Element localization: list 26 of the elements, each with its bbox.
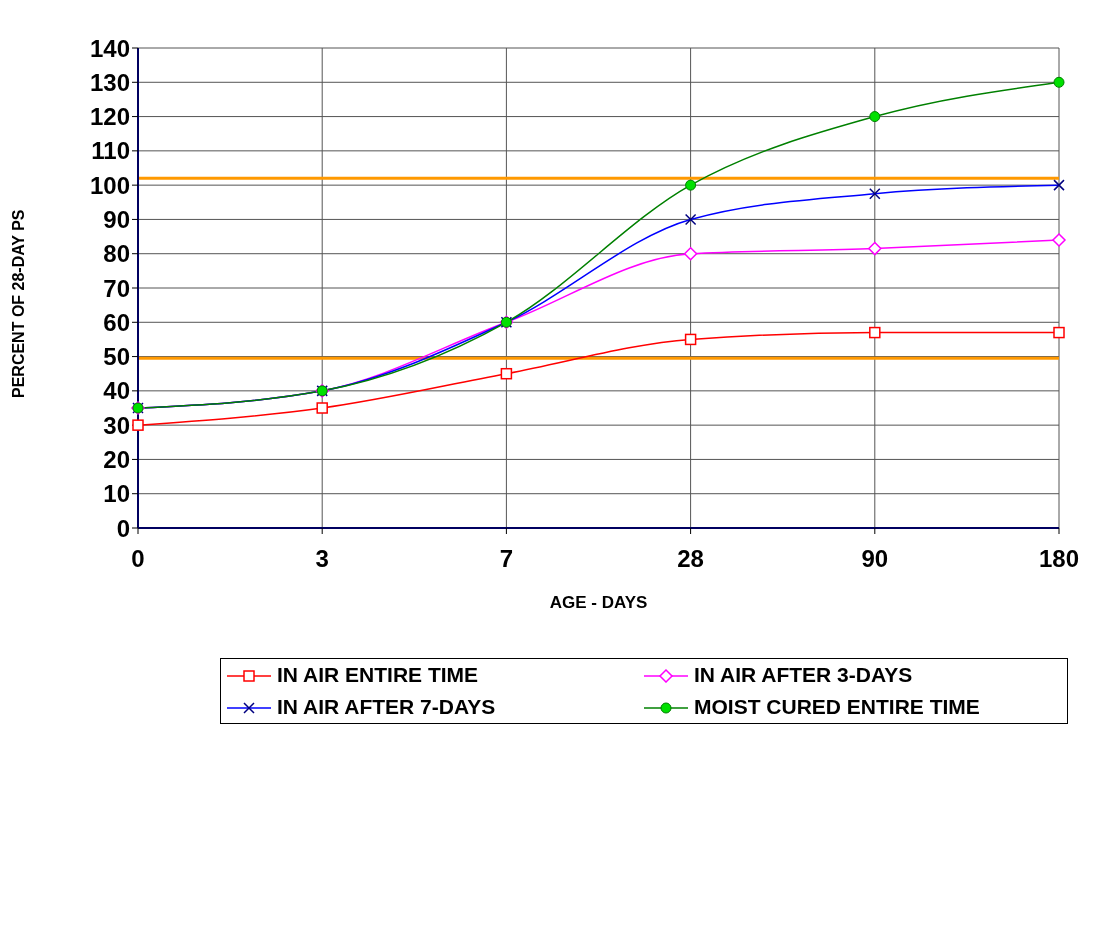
legend-label: IN AIR AFTER 3-DAYS bbox=[694, 663, 913, 686]
y-tick-label: 50 bbox=[103, 343, 130, 371]
y-axis-title: PERCENT OF 28-DAY PS bbox=[9, 209, 27, 398]
x-tick-label: 7 bbox=[499, 545, 514, 573]
y-tick-label: 30 bbox=[103, 411, 130, 439]
y-tick-label: 100 bbox=[89, 171, 130, 199]
y-tick-label: 130 bbox=[89, 68, 130, 96]
legend-label: IN AIR ENTIRE TIME bbox=[277, 663, 479, 686]
x-tick-label: 28 bbox=[677, 545, 704, 573]
y-tick-label: 70 bbox=[103, 274, 130, 302]
legend-label: MOIST CURED ENTIRE TIME bbox=[694, 695, 980, 718]
y-tick-label: 140 bbox=[89, 34, 130, 62]
y-tick-label: 90 bbox=[103, 205, 130, 233]
x-tick-label: 3 bbox=[315, 545, 329, 573]
y-tick-label: 20 bbox=[103, 445, 130, 473]
y-tick-label: 110 bbox=[91, 137, 130, 165]
y-tick-label: 120 bbox=[89, 103, 130, 131]
y-tick-label: 80 bbox=[103, 240, 130, 268]
x-tick-label: 180 bbox=[1038, 545, 1080, 573]
x-tick-label: 90 bbox=[861, 545, 889, 573]
x-axis-title: AGE - DAYS bbox=[549, 593, 648, 612]
y-tick-label: 60 bbox=[103, 308, 130, 336]
y-tick-label: 0 bbox=[116, 514, 130, 542]
y-tick-label: 10 bbox=[103, 480, 130, 508]
y-tick-label: 40 bbox=[103, 377, 130, 405]
legend-label: IN AIR AFTER 7-DAYS bbox=[277, 695, 496, 718]
